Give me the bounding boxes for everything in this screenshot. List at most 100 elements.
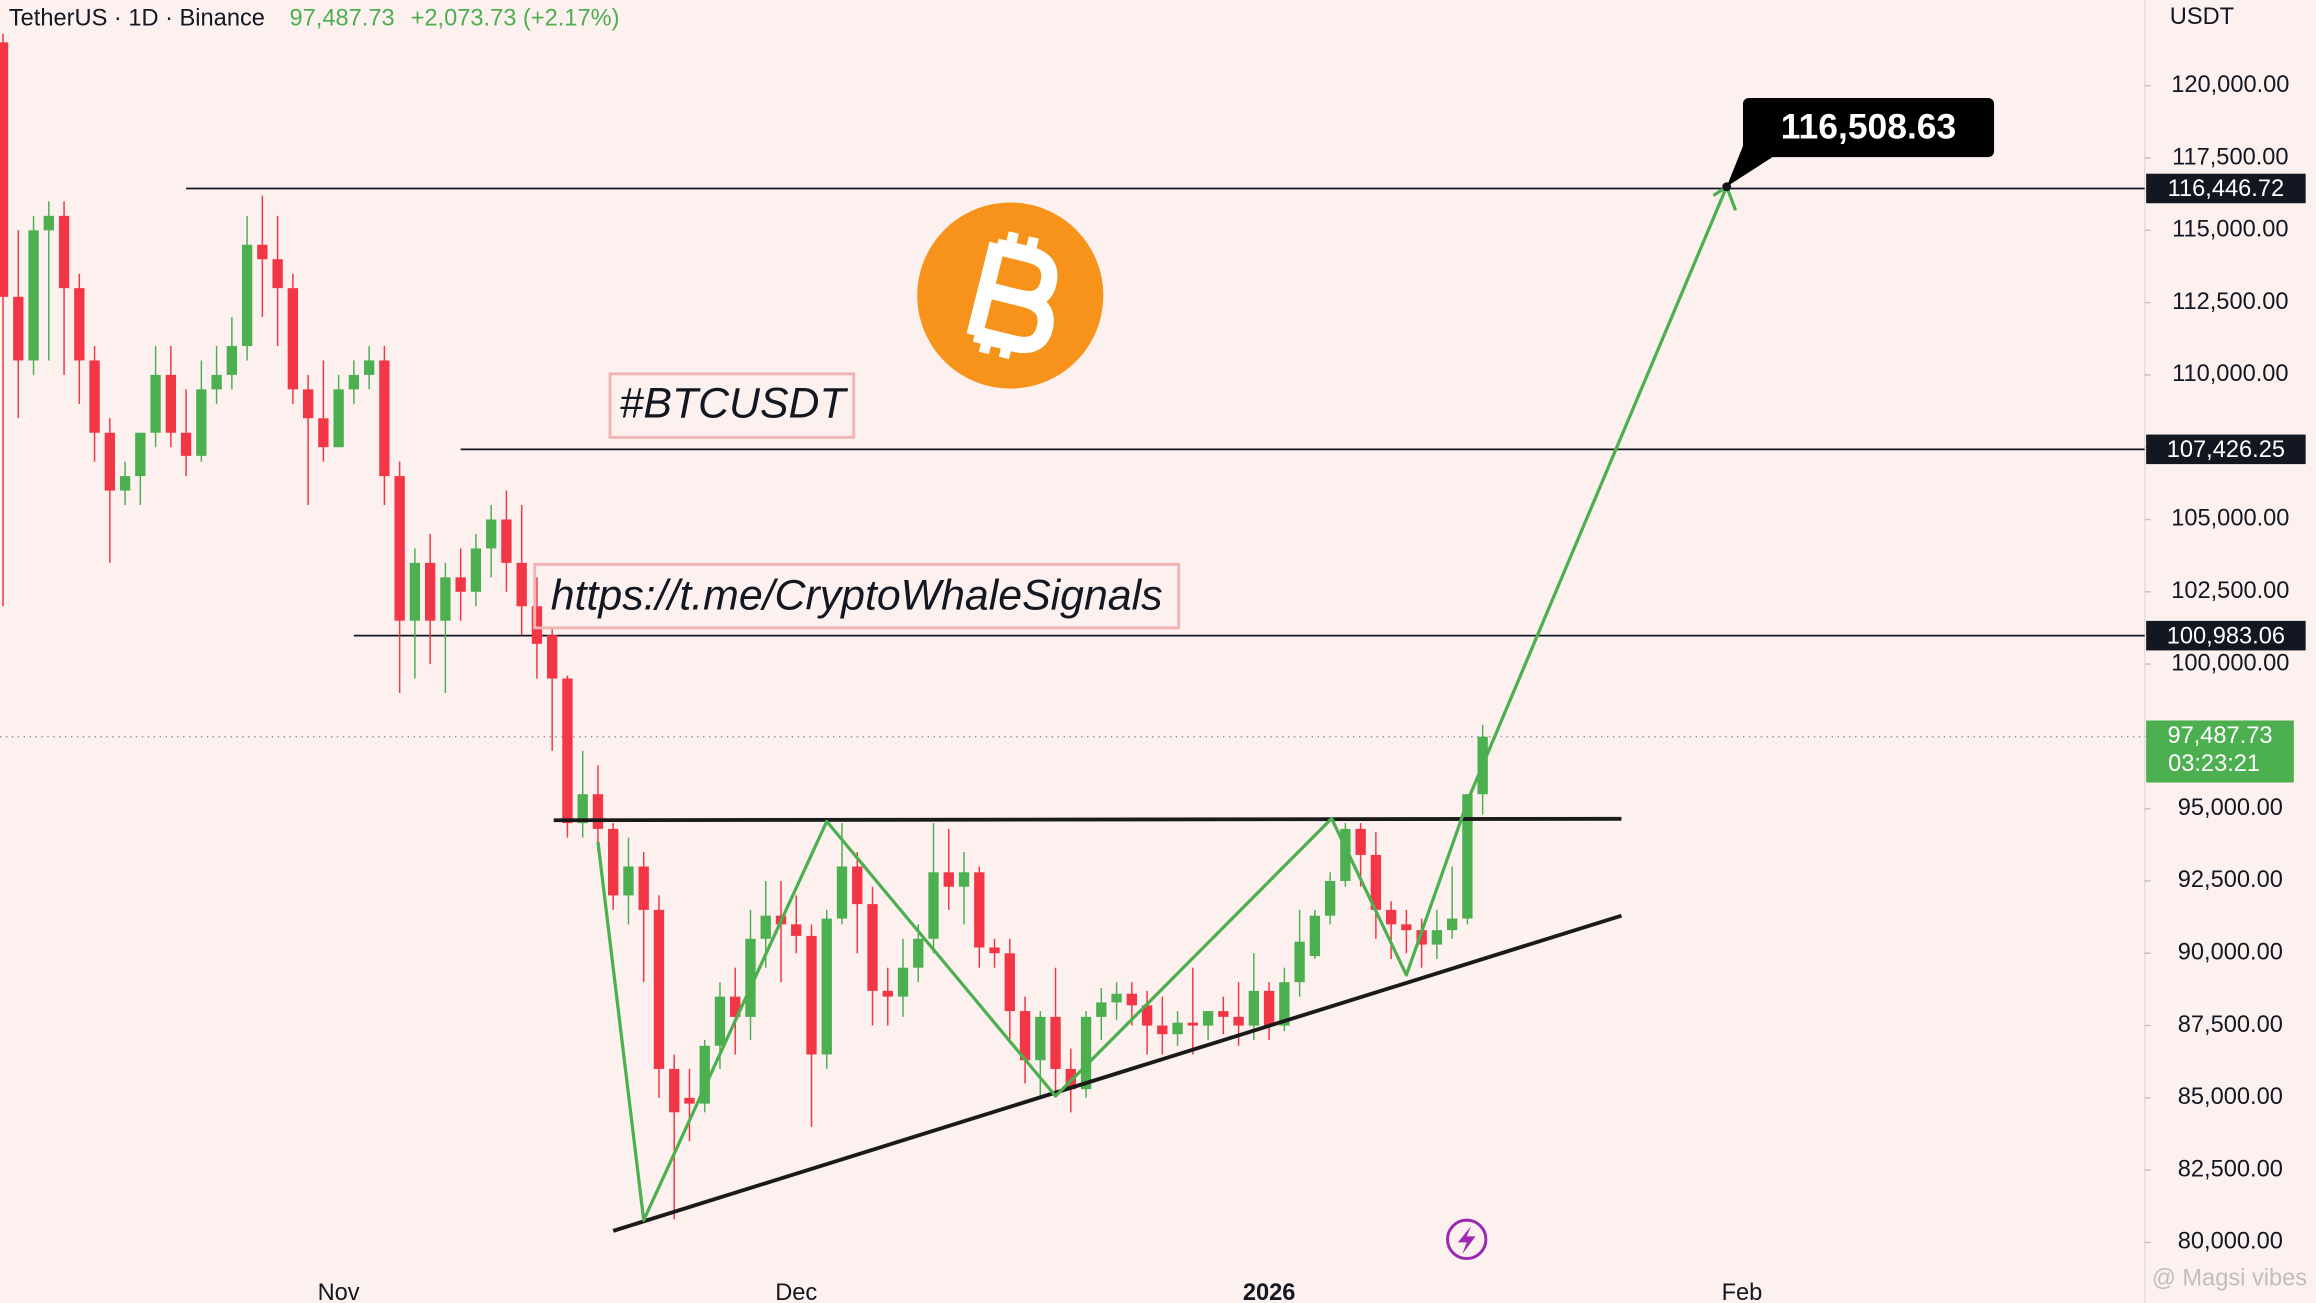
- candle-body: [409, 562, 421, 621]
- x-tick-label: Dec: [775, 1280, 817, 1303]
- candle-body: [1248, 990, 1260, 1026]
- candle-body: [791, 924, 802, 936]
- candle-body: [1004, 953, 1015, 1012]
- candle-body: [1462, 794, 1473, 919]
- candle-body: [897, 967, 909, 997]
- candle-body: [74, 288, 85, 361]
- y-tick-label: 90,000.00: [2178, 939, 2283, 965]
- y-tick-label: 92,500.00: [2178, 867, 2283, 893]
- candle-body: [1355, 828, 1366, 855]
- candle-body: [0, 42, 9, 297]
- candle-body: [104, 432, 115, 491]
- candle-body: [287, 288, 299, 390]
- y-tick-label: 102,500.00: [2171, 578, 2289, 604]
- candle-body: [821, 918, 832, 1055]
- candle-body: [852, 866, 863, 905]
- candle-body: [1416, 930, 1427, 945]
- candle-body: [1157, 1025, 1168, 1035]
- candle-body: [196, 389, 207, 456]
- candle-body: [89, 360, 100, 433]
- y-tick-label: 105,000.00: [2171, 506, 2289, 532]
- candle-body: [623, 866, 634, 896]
- y-tick-label: 80,000.00: [2178, 1229, 2283, 1255]
- candle-body: [1233, 1016, 1244, 1026]
- candle-body: [455, 577, 466, 592]
- candle-body: [669, 1068, 680, 1113]
- candle-body: [226, 345, 238, 375]
- candle-body: [592, 794, 604, 829]
- candle-body: [699, 1045, 710, 1104]
- hashtag: #BTCUSDT: [620, 380, 849, 428]
- candle-body: [1294, 941, 1305, 983]
- candle-body: [806, 935, 817, 1055]
- candle-body: [1370, 854, 1382, 910]
- candle-body: [1019, 1011, 1031, 1061]
- candle-body: [714, 996, 726, 1046]
- level-label-bg: [2146, 434, 2306, 465]
- bitcoin-logo: [917, 202, 1104, 389]
- x-tick-label: Feb: [1722, 1280, 1763, 1303]
- y-tick-label: 82,500.00: [2178, 1156, 2283, 1182]
- y-tick-label: 85,000.00: [2178, 1084, 2283, 1110]
- drawings: [0, 187, 2145, 738]
- candle-body: [1385, 909, 1397, 925]
- projection-path: [596, 186, 1729, 1222]
- candle-body: [363, 360, 375, 375]
- lightning-icon: [1446, 1218, 1488, 1261]
- candle-body: [562, 678, 573, 824]
- candle-body: [394, 476, 405, 621]
- candle-body: [1340, 828, 1351, 881]
- y-tick-label: 115,000.00: [2172, 217, 2289, 243]
- candle-body: [165, 374, 177, 433]
- candle-body: [867, 904, 878, 991]
- candle-body: [424, 562, 436, 621]
- candle-body: [379, 360, 390, 477]
- header-change: +2,073.73 (+2.17%): [411, 6, 620, 32]
- symbol: TetherUS · 1D · Binance: [9, 6, 265, 32]
- candle-body: [974, 872, 985, 948]
- candle-body: [257, 244, 268, 260]
- candle-body: [58, 215, 70, 289]
- candle-body: [135, 432, 146, 477]
- y-tick-label: 95,000.00: [2178, 795, 2283, 821]
- candle-body: [302, 389, 314, 419]
- candle-body: [913, 938, 924, 968]
- y-tick-label: 110,000.00: [2172, 361, 2289, 387]
- x-tick-label: Nov: [318, 1280, 360, 1303]
- candle-body: [1172, 1022, 1183, 1035]
- countdown: 03:23:21: [2168, 751, 2260, 777]
- candle-body: [440, 577, 451, 621]
- candle-body: [989, 947, 1000, 954]
- candle-body: [745, 938, 756, 1017]
- candle-body: [638, 866, 649, 910]
- y-tick-label: 112,500.00: [2172, 289, 2289, 315]
- level-label-bg: [2146, 620, 2306, 651]
- candle-body: [318, 418, 329, 448]
- hashtag-box: [608, 372, 856, 439]
- candle-body: [43, 215, 54, 231]
- last-price-label: 97,487.73: [2167, 723, 2272, 749]
- candle-body: [684, 1097, 695, 1104]
- level-label: 100,983.06: [2167, 623, 2285, 649]
- candle-body: [730, 996, 741, 1017]
- candle-body: [1080, 1016, 1092, 1090]
- candle-body: [1050, 1016, 1061, 1069]
- candle-body: [470, 548, 482, 592]
- candle-body: [1279, 982, 1290, 1026]
- y-tick-label: 100,000.00: [2171, 650, 2289, 676]
- x-tick-label: 2026: [1243, 1280, 1296, 1303]
- link-box: [533, 562, 1181, 630]
- candle-body: [1324, 880, 1336, 916]
- candle-body: [836, 866, 848, 919]
- level-label: 107,426.25: [2167, 437, 2285, 463]
- last-price-bg: [2146, 720, 2294, 783]
- candle-body: [272, 259, 283, 289]
- candle-body: [1218, 1011, 1229, 1017]
- candle-body: [760, 915, 771, 939]
- candle-body: [333, 389, 344, 448]
- candle-body: [501, 519, 512, 563]
- candle-body: [13, 296, 24, 361]
- candle-body: [28, 230, 39, 361]
